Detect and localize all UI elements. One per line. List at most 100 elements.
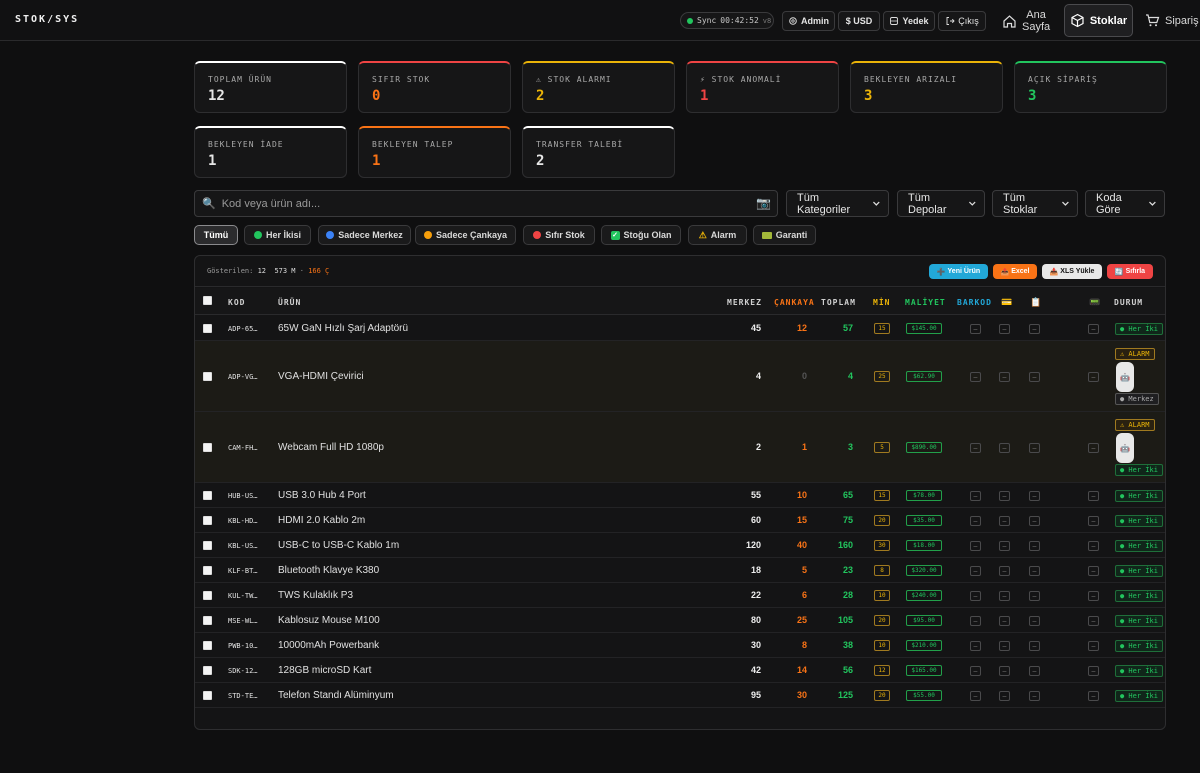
backup-button[interactable]: Yedek — [883, 11, 935, 31]
select-all-checkbox[interactable] — [203, 296, 212, 305]
empty-cell-button[interactable]: – — [1088, 516, 1099, 526]
stat-card[interactable]: SIFIR STOK 0 — [358, 61, 511, 113]
stat-card[interactable]: BEKLEYEN ARIZALI 3 — [850, 61, 1003, 113]
empty-cell-button[interactable]: – — [1029, 591, 1040, 601]
robot-icon[interactable]: 🤖 — [1116, 362, 1134, 392]
empty-cell-button[interactable]: – — [1029, 666, 1040, 676]
empty-cell-button[interactable]: – — [1088, 443, 1099, 453]
empty-cell-button[interactable]: – — [1029, 566, 1040, 576]
stat-card[interactable]: ⚡ STOK ANOMALİ 1 — [686, 61, 839, 113]
excel-button[interactable]: 📤 Excel — [993, 264, 1037, 279]
product-name[interactable]: USB-C to USB-C Kablo 1m — [278, 540, 400, 551]
robot-icon[interactable]: 🤖 — [1116, 433, 1134, 463]
empty-cell-button[interactable]: – — [1029, 324, 1040, 334]
empty-cell-button[interactable]: – — [999, 666, 1010, 676]
row-checkbox[interactable] — [203, 516, 212, 525]
logout-button[interactable]: Çıkış — [938, 11, 986, 31]
empty-cell-button[interactable]: – — [970, 516, 981, 526]
empty-cell-button[interactable]: – — [1088, 591, 1099, 601]
table-row[interactable]: MSE-WL… Kablosuz Mouse M100 80 25 105 20 $95.0… — [195, 608, 1165, 633]
table-row[interactable]: KBL-HD… HDMI 2.0 Kablo 2m 60 15 75 20 $35.00 – –… — [195, 508, 1165, 533]
empty-cell-button[interactable]: – — [1029, 491, 1040, 501]
empty-cell-button[interactable]: – — [1088, 541, 1099, 551]
col-cankaya[interactable]: ÇANKAYA — [774, 298, 815, 307]
col-merkez[interactable]: MERKEZ — [727, 298, 762, 307]
stat-card[interactable]: TRANSFER TALEBİ 2 — [522, 126, 675, 178]
row-checkbox[interactable] — [203, 616, 212, 625]
product-name[interactable]: USB 3.0 Hub 4 Port — [278, 490, 366, 501]
empty-cell-button[interactable]: – — [970, 566, 981, 576]
empty-cell-button[interactable]: – — [1029, 516, 1040, 526]
stat-card[interactable]: TOPLAM ÜRÜN 12 — [194, 61, 347, 113]
empty-cell-button[interactable]: – — [1088, 566, 1099, 576]
empty-cell-button[interactable]: – — [970, 491, 981, 501]
xls-upload-button[interactable]: 📥 XLS Yükle — [1042, 264, 1102, 279]
filter-all[interactable]: Tümü — [194, 225, 238, 245]
filter-in-stock[interactable]: ✓ Stoğu Olan — [601, 225, 681, 245]
empty-cell-button[interactable]: – — [1088, 616, 1099, 626]
empty-cell-button[interactable]: – — [1088, 666, 1099, 676]
empty-cell-button[interactable]: – — [970, 641, 981, 651]
new-product-button[interactable]: ➕ Yeni Ürün — [929, 264, 988, 279]
filter-warranty[interactable]: Garanti — [753, 225, 816, 245]
empty-cell-button[interactable]: – — [970, 324, 981, 334]
table-row[interactable]: KUL-TW… TWS Kulaklık P3 22 6 28 10 $240.00 – – – –… — [195, 583, 1165, 608]
table-row[interactable]: ADP-65… 65W GaN Hızlı Şarj Adaptörü 45 12 57… — [195, 316, 1165, 341]
product-name[interactable]: Telefon Standı Alüminyum — [278, 690, 394, 701]
stat-card[interactable]: ⚠ STOK ALARMI 2 — [522, 61, 675, 113]
empty-cell-button[interactable]: – — [970, 691, 981, 701]
empty-cell-button[interactable]: – — [970, 616, 981, 626]
nav-stock-active[interactable]: Stoklar — [1064, 4, 1133, 37]
col-min[interactable]: MİN — [873, 298, 891, 307]
col-total[interactable]: TOPLAM — [821, 298, 856, 307]
empty-cell-button[interactable]: – — [1029, 372, 1040, 382]
table-row[interactable]: KLF-BT… Bluetooth Klavye K380 18 5 23 8 $320.0… — [195, 558, 1165, 583]
empty-cell-button[interactable]: – — [999, 324, 1010, 334]
product-name[interactable]: TWS Kulaklık P3 — [278, 590, 354, 601]
empty-cell-button[interactable]: – — [1029, 616, 1040, 626]
empty-cell-button[interactable]: – — [1088, 324, 1099, 334]
empty-cell-button[interactable]: – — [999, 591, 1010, 601]
empty-cell-button[interactable]: – — [999, 372, 1010, 382]
reset-button[interactable]: 🔄 Sıfırla — [1107, 264, 1153, 279]
filter-both[interactable]: Her İkisi — [244, 225, 311, 245]
col-barcode[interactable]: BARKOD — [957, 298, 992, 307]
table-row[interactable]: CAM-FH… Webcam Full HD 1080p 2 1 3 5 $890.00 – –… — [195, 412, 1165, 483]
empty-cell-button[interactable]: – — [1088, 641, 1099, 651]
filter-alarm[interactable]: ⚠ Alarm — [688, 225, 747, 245]
product-name[interactable]: 10000mAh Powerbank — [278, 640, 380, 651]
row-checkbox[interactable] — [203, 666, 212, 675]
row-checkbox[interactable] — [203, 324, 212, 333]
row-checkbox[interactable] — [203, 566, 212, 575]
product-name[interactable]: Webcam Full HD 1080p — [278, 442, 384, 453]
col-product[interactable]: ÜRÜN — [278, 298, 302, 307]
empty-cell-button[interactable]: – — [970, 372, 981, 382]
search-box[interactable]: 🔍 📷 — [194, 190, 778, 217]
empty-cell-button[interactable]: – — [999, 516, 1010, 526]
row-checkbox[interactable] — [203, 541, 212, 550]
filter-zero-stock[interactable]: Sıfır Stok — [523, 225, 595, 245]
product-name[interactable]: HDMI 2.0 Kablo 2m — [278, 515, 366, 526]
empty-cell-button[interactable]: – — [1029, 541, 1040, 551]
empty-cell-button[interactable]: – — [999, 641, 1010, 651]
camera-icon[interactable]: 📷 — [756, 196, 771, 210]
empty-cell-button[interactable]: – — [970, 591, 981, 601]
empty-cell-button[interactable]: – — [1029, 641, 1040, 651]
empty-cell-button[interactable]: – — [999, 491, 1010, 501]
stat-card[interactable]: BEKLEYEN İADE 1 — [194, 126, 347, 178]
empty-cell-button[interactable]: – — [999, 566, 1010, 576]
row-checkbox[interactable] — [203, 372, 212, 381]
empty-cell-button[interactable]: – — [1029, 691, 1040, 701]
row-checkbox[interactable] — [203, 443, 212, 452]
currency-button[interactable]: $ USD — [838, 11, 880, 31]
col-status[interactable]: DURUM — [1114, 298, 1144, 307]
empty-cell-button[interactable]: – — [1088, 372, 1099, 382]
empty-cell-button[interactable]: – — [999, 541, 1010, 551]
empty-cell-button[interactable]: – — [999, 691, 1010, 701]
col-code[interactable]: KOD — [228, 298, 246, 307]
table-row[interactable]: STD-TE… Telefon Standı Alüminyum 95 30 125 20… — [195, 683, 1165, 708]
row-checkbox[interactable] — [203, 591, 212, 600]
table-row[interactable]: ADP-VG… VGA-HDMI Çevirici 4 0 4 25 $62.90 – – – – ⚠… — [195, 341, 1165, 412]
empty-cell-button[interactable]: – — [970, 666, 981, 676]
empty-cell-button[interactable]: – — [970, 443, 981, 453]
